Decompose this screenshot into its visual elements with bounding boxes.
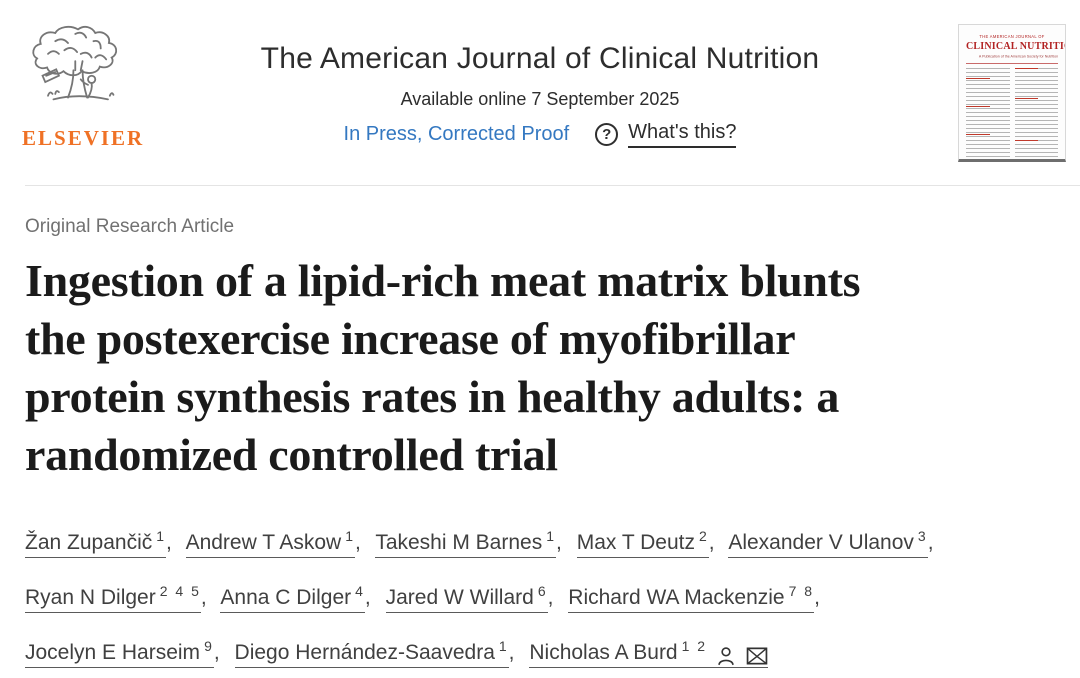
author: Nicholas A Burd 1 2 xyxy=(529,638,769,668)
article-head: Original Research Article Ingestion of a… xyxy=(0,216,1080,678)
author-separator: , xyxy=(708,531,715,554)
author-separator: , xyxy=(814,586,820,609)
author-affiliation-sup: 3 xyxy=(917,528,928,544)
author: Žan Zupančič 1, xyxy=(25,528,181,558)
cover-toc-column xyxy=(1014,68,1058,159)
author-name-link[interactable]: Jared W Willard 6 xyxy=(385,583,548,613)
author-name: Nicholas A Burd xyxy=(529,641,678,664)
author-separator: , xyxy=(547,586,554,609)
author-affiliation-sup: 1 xyxy=(498,638,509,654)
journal-title-link[interactable]: The American Journal of Clinical Nutriti… xyxy=(260,42,820,75)
author-name: Takeshi M Barnes xyxy=(375,531,543,554)
journal-header: The American Journal of Clinical Nutriti… xyxy=(0,42,1080,148)
article-title-line: protein synthesis rates in healthy adult… xyxy=(25,371,840,422)
header-divider xyxy=(25,185,1080,186)
author: Takeshi M Barnes 1, xyxy=(375,528,571,558)
author: Jocelyn E Harseim 9, xyxy=(25,638,229,668)
author-name-link[interactable]: Diego Hernández-Saavedra 1 xyxy=(234,638,509,668)
article-title-line: randomized controlled trial xyxy=(25,429,558,480)
author-separator: , xyxy=(364,586,371,609)
cover-toc-heading xyxy=(966,106,990,107)
author: Alexander V Ulanov 3, xyxy=(728,528,942,558)
author: Anna C Dilger 4, xyxy=(220,583,379,613)
author-affiliation-sup: 1 xyxy=(546,528,557,544)
author-name-link[interactable]: Richard WA Mackenzie 7 8 xyxy=(568,583,815,613)
cover-toc-heading xyxy=(1014,68,1039,69)
author-name: Max T Deutz xyxy=(576,531,695,554)
author-name-link[interactable]: Alexander V Ulanov 3 xyxy=(728,528,928,558)
author-separator: , xyxy=(355,531,361,554)
author-name: Ryan N Dilger xyxy=(25,586,156,609)
author-name: Diego Hernández-Saavedra xyxy=(234,641,495,664)
author-name: Alexander V Ulanov xyxy=(728,531,914,554)
author-separator: , xyxy=(213,641,220,664)
article-title-line: Ingestion of a lipid-rich meat matrix bl… xyxy=(25,255,861,306)
author-affiliation-sup: 2 4 5 xyxy=(159,583,201,599)
journal-cover-thumbnail[interactable]: THE AMERICAN JOURNAL OF CLINICAL NUTRITI… xyxy=(958,24,1066,162)
author-separator: , xyxy=(508,641,515,664)
author-separator: , xyxy=(166,531,172,554)
author-separator: , xyxy=(556,531,562,554)
cover-masthead-title: CLINICAL NUTRITION xyxy=(966,41,1065,52)
author-name: Jared W Willard xyxy=(385,586,534,609)
author-name-link[interactable]: Jocelyn E Harseim 9 xyxy=(25,638,214,668)
author: Richard WA Mackenzie 7 8, xyxy=(568,583,829,613)
author-name-link[interactable]: Max T Deutz 2 xyxy=(576,528,709,558)
cover-toc-column xyxy=(966,68,1010,159)
author-name: Žan Zupančič xyxy=(25,531,153,554)
author-separator: , xyxy=(927,531,934,554)
author-name-link[interactable]: Andrew T Askow 1 xyxy=(185,528,355,558)
author: Diego Hernández-Saavedra 1, xyxy=(234,638,524,668)
author: Andrew T Askow 1, xyxy=(185,528,370,558)
whats-this-link[interactable]: What's this? xyxy=(628,121,737,148)
elsevier-wordmark: ELSEVIER xyxy=(22,126,145,150)
author-affiliation-sup: 7 8 xyxy=(788,583,815,599)
elsevier-logo-link[interactable]: ELSEVIER xyxy=(22,22,142,151)
available-online-date: Available online 7 September 2025 xyxy=(400,89,680,109)
email-envelope-icon[interactable] xyxy=(746,647,768,665)
article-category-label: Original Research Article xyxy=(25,216,235,237)
cover-masthead-small: THE AMERICAN JOURNAL OF xyxy=(979,34,1045,40)
author: Jared W Willard 6, xyxy=(385,583,563,613)
author-affiliation-sup: 1 xyxy=(156,528,167,544)
author-affiliation-sup: 1 2 xyxy=(681,638,708,654)
author-affiliation-sup: 9 xyxy=(204,638,214,654)
author-name-link[interactable]: Takeshi M Barnes 1 xyxy=(375,528,557,558)
author-name-link[interactable]: Ryan N Dilger 2 4 5 xyxy=(25,583,201,613)
in-press-status: In Press, Corrected Proof xyxy=(343,123,570,145)
author: Max T Deutz 2, xyxy=(576,528,724,558)
author-affiliation-sup: 1 xyxy=(345,528,355,544)
author-name: Jocelyn E Harseim xyxy=(25,641,201,664)
help-question-icon[interactable]: ? xyxy=(595,123,619,146)
author-name: Anna C Dilger xyxy=(220,586,352,609)
cover-toc-heading xyxy=(1014,98,1039,99)
author-profile-icon[interactable] xyxy=(715,645,737,667)
page-header: ELSEVIER The American Journal of Clinica… xyxy=(0,0,1080,186)
cover-toc xyxy=(966,68,1058,159)
corresponding-author-icons xyxy=(715,632,768,678)
author-name-link[interactable]: Žan Zupančič 1 xyxy=(25,528,167,558)
author: Ryan N Dilger 2 4 5, xyxy=(25,583,216,613)
cover-toc-heading xyxy=(966,134,990,135)
author-separator: , xyxy=(200,586,207,609)
cover-toc-heading xyxy=(966,78,990,79)
elsevier-tree-icon xyxy=(28,22,128,124)
author-list: Žan Zupančič 1, Andrew T Askow 1, Takeshi … xyxy=(25,512,1055,678)
author-name-link[interactable]: Anna C Dilger 4 xyxy=(220,583,365,613)
author-affiliation-sup: 2 xyxy=(698,528,709,544)
author-name: Richard WA Mackenzie xyxy=(568,586,785,609)
cover-masthead-subtitle: A Publication of the American Society fo… xyxy=(978,54,1059,60)
article-title: Ingestion of a lipid-rich meat matrix bl… xyxy=(25,252,1055,484)
cover-toc-heading xyxy=(1014,140,1039,141)
in-press-row: In Press, Corrected Proof ? What's this? xyxy=(0,121,1080,148)
author-name-link[interactable]: Nicholas A Burd 1 2 xyxy=(529,638,769,668)
author-name: Andrew T Askow xyxy=(185,531,342,554)
author-affiliation-sup: 4 xyxy=(355,583,365,599)
article-title-line: the postexercise increase of myofibrilla… xyxy=(25,313,796,364)
cover-rule xyxy=(966,63,1058,64)
author-affiliation-sup: 6 xyxy=(537,583,548,599)
